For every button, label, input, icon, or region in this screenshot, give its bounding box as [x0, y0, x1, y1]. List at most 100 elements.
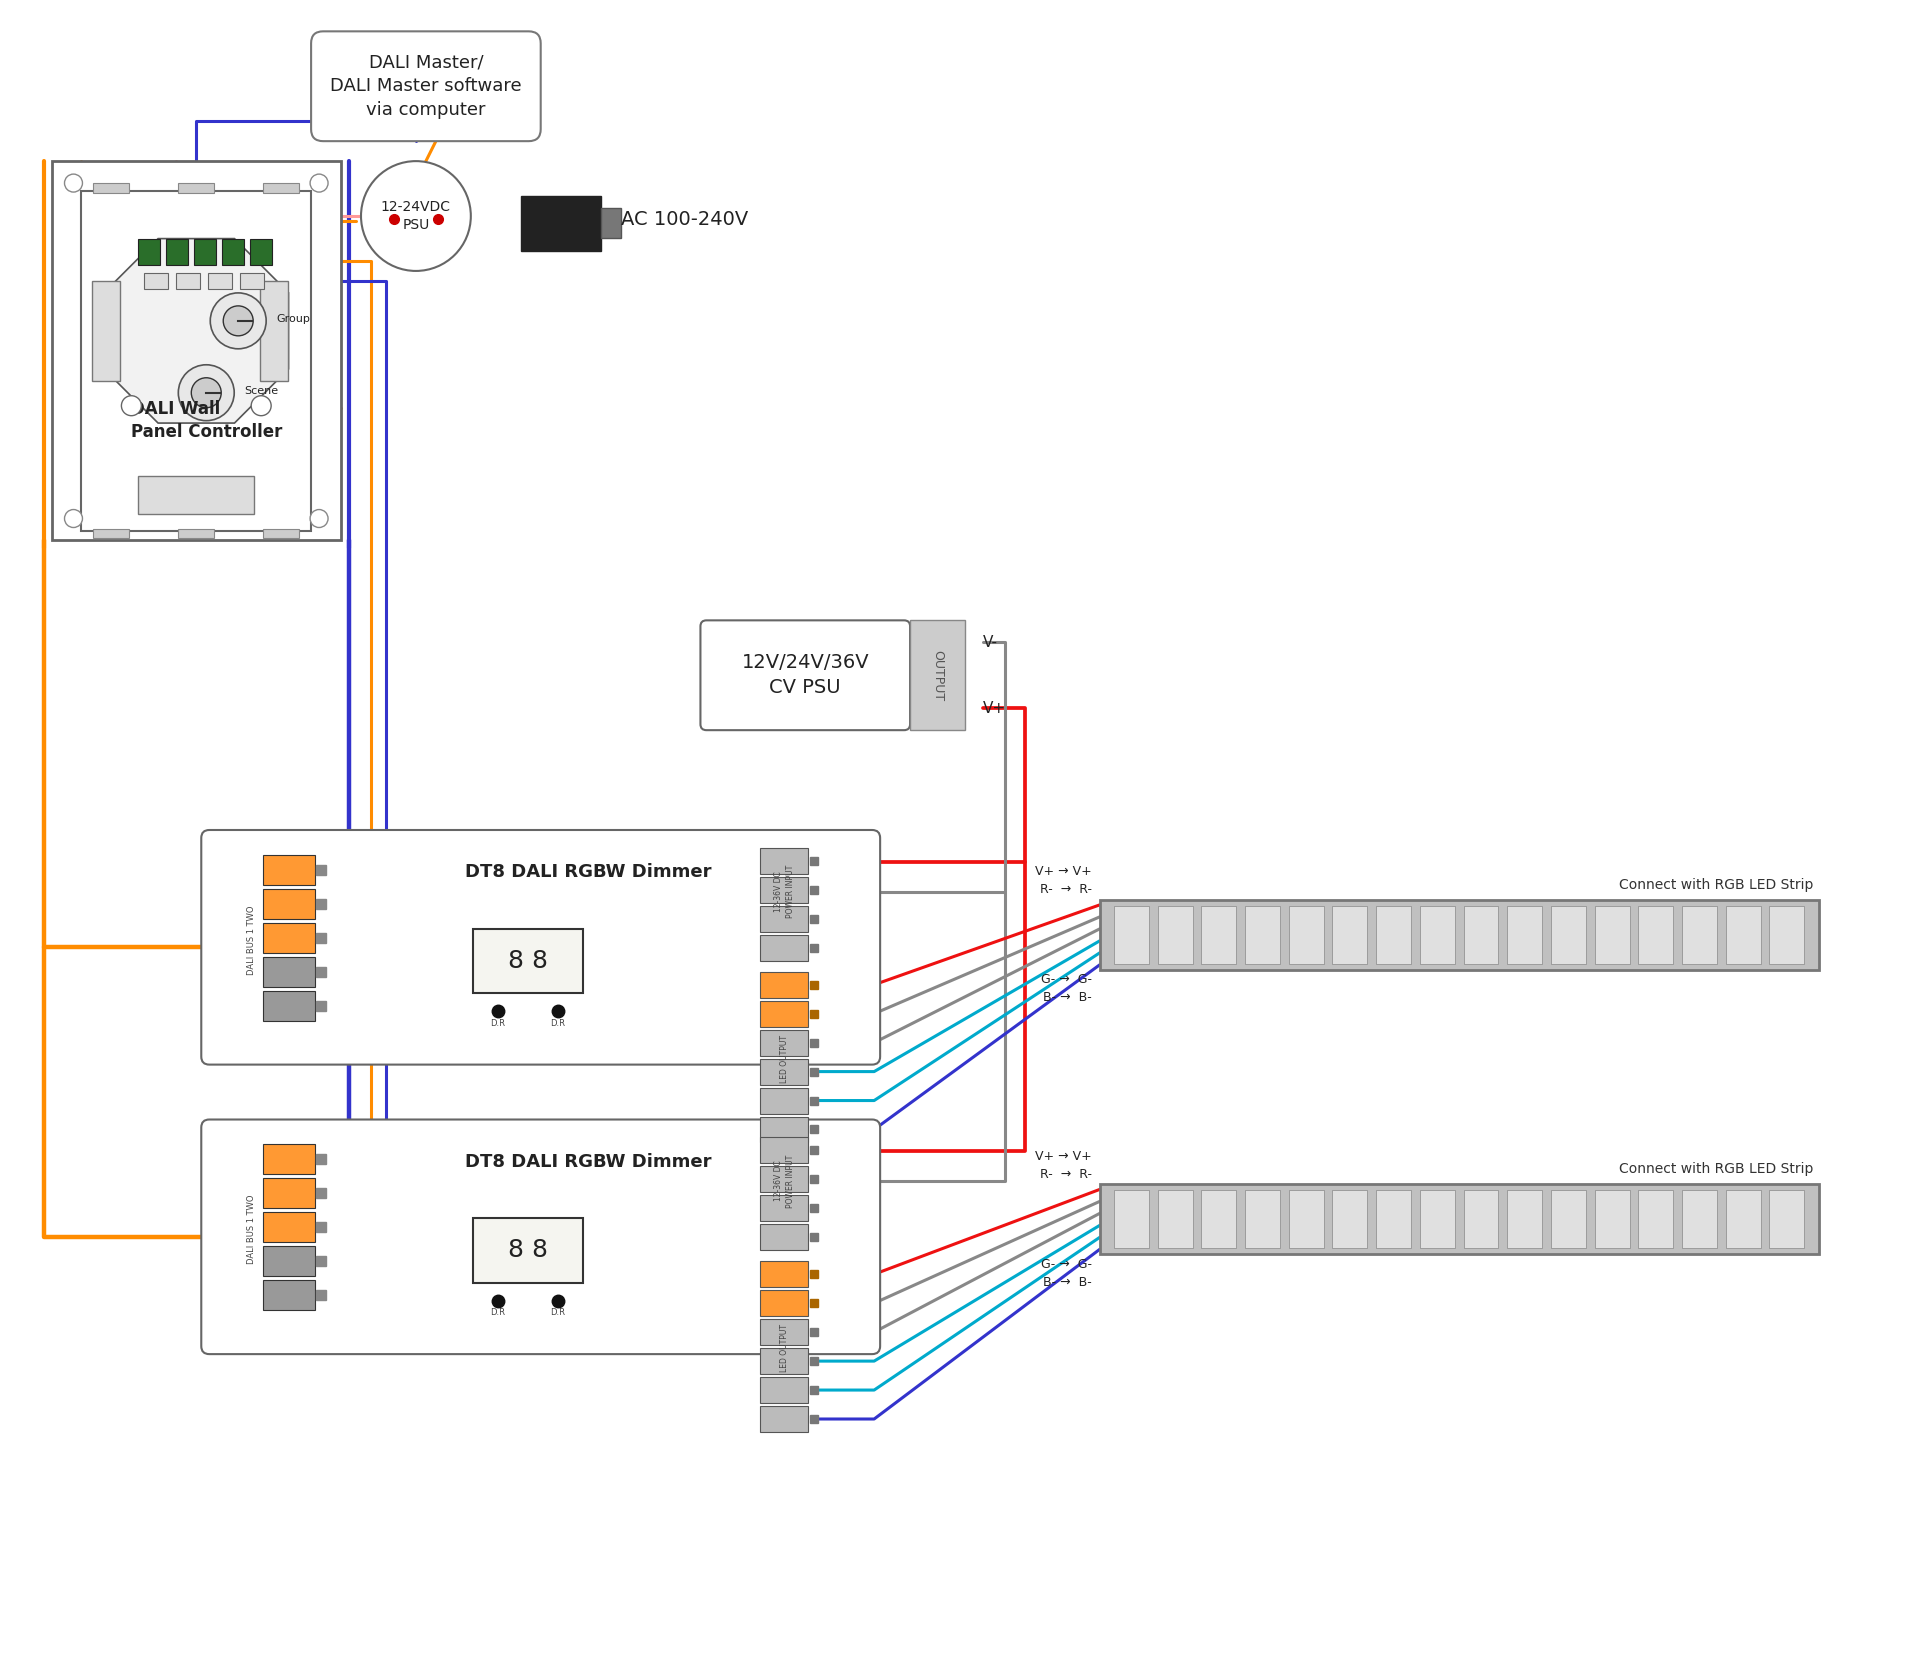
Text: DALI Master/
DALI Master software
via computer: DALI Master/ DALI Master software via co… [330, 53, 522, 119]
Bar [1682, 906, 1716, 964]
Bar [1202, 906, 1236, 964]
Circle shape [179, 365, 234, 421]
Text: 12-36V DC
POWER INPUT: 12-36V DC POWER INPUT [774, 865, 795, 918]
Bar [1100, 1185, 1818, 1254]
Bar [1463, 906, 1498, 964]
Bar [760, 1349, 808, 1374]
Bar [760, 1167, 808, 1193]
Bar [263, 855, 315, 885]
Text: R-  →  R-: R- → R- [1041, 1168, 1092, 1181]
Bar [760, 1261, 808, 1287]
Text: OUTPUT: OUTPUT [931, 650, 945, 701]
Text: G- →  G-: G- → G- [1041, 973, 1092, 986]
Bar [263, 529, 300, 539]
Circle shape [65, 174, 83, 192]
Bar [1638, 1190, 1672, 1248]
Bar [223, 239, 244, 265]
Bar [1288, 906, 1323, 964]
Bar [760, 906, 808, 931]
Bar [760, 1407, 808, 1432]
Text: Scene: Scene [244, 386, 278, 396]
Text: DT8 DALI RGBW Dimmer: DT8 DALI RGBW Dimmer [465, 863, 712, 882]
Bar [138, 239, 161, 265]
Text: Connect with RGB LED Strip: Connect with RGB LED Strip [1619, 878, 1814, 891]
Text: D.R: D.R [551, 1309, 564, 1317]
Text: B- →  B-: B- → B- [1043, 991, 1092, 1004]
Bar [1421, 906, 1455, 964]
Bar [167, 239, 188, 265]
Polygon shape [104, 239, 288, 423]
Bar [1768, 906, 1805, 964]
Bar [263, 1246, 315, 1276]
Bar [1507, 1190, 1542, 1248]
Bar [472, 1218, 582, 1283]
Bar [1768, 1190, 1805, 1248]
Text: V-: V- [983, 635, 998, 650]
Bar [263, 182, 300, 194]
Bar [1463, 1190, 1498, 1248]
Bar [263, 1145, 315, 1175]
Bar [263, 1213, 315, 1243]
Text: V+ → V+: V+ → V+ [1035, 865, 1092, 878]
Text: DALI BUS 1 TWO: DALI BUS 1 TWO [246, 1195, 255, 1264]
Bar [1551, 906, 1586, 964]
Bar [1507, 906, 1542, 964]
Bar [92, 282, 121, 381]
Bar [760, 1029, 808, 1056]
Bar [760, 1377, 808, 1403]
Circle shape [311, 510, 328, 527]
Bar [760, 1291, 808, 1316]
Bar [263, 1178, 315, 1208]
Bar [94, 529, 129, 539]
Bar [760, 877, 808, 903]
Bar [760, 1319, 808, 1345]
Bar [1594, 1190, 1630, 1248]
Bar [94, 182, 129, 194]
Text: AC 100-240V: AC 100-240V [620, 209, 747, 229]
Text: B- →  B-: B- → B- [1043, 1276, 1092, 1289]
FancyBboxPatch shape [701, 620, 910, 731]
Bar [472, 928, 582, 994]
Circle shape [223, 307, 253, 336]
Bar [263, 923, 315, 953]
Bar [261, 282, 288, 381]
Bar [240, 273, 265, 288]
Bar [1726, 906, 1761, 964]
Bar [1332, 1190, 1367, 1248]
Bar [760, 971, 808, 998]
Text: R-  →  R-: R- → R- [1041, 883, 1092, 896]
Circle shape [192, 378, 221, 408]
Bar [760, 935, 808, 961]
Text: DT8 DALI RGBW Dimmer: DT8 DALI RGBW Dimmer [465, 1153, 712, 1171]
Text: DALI BUS 1 TWO: DALI BUS 1 TWO [246, 905, 255, 974]
Circle shape [252, 396, 271, 416]
Text: D.R: D.R [490, 1019, 505, 1027]
Text: V+: V+ [983, 701, 1006, 716]
Bar [1158, 906, 1192, 964]
Bar [1421, 1190, 1455, 1248]
Bar [760, 1087, 808, 1114]
Circle shape [121, 396, 142, 416]
Bar [250, 239, 273, 265]
Text: LED OUTPUT: LED OUTPUT [780, 1034, 789, 1082]
Bar [1114, 906, 1148, 964]
Bar [179, 182, 215, 194]
Text: V+ → V+: V+ → V+ [1035, 1150, 1092, 1163]
Bar [1726, 1190, 1761, 1248]
Bar [263, 1281, 315, 1311]
Bar [1246, 1190, 1281, 1248]
Bar [760, 1117, 808, 1142]
Bar [1158, 1190, 1192, 1248]
Bar [1246, 906, 1281, 964]
Text: Group: Group [276, 313, 309, 323]
Bar [52, 161, 342, 540]
FancyBboxPatch shape [202, 830, 879, 1064]
Text: Connect with RGB LED Strip: Connect with RGB LED Strip [1619, 1163, 1814, 1176]
Bar [207, 273, 232, 288]
Text: G- →  G-: G- → G- [1041, 1258, 1092, 1271]
Bar [1682, 1190, 1716, 1248]
Bar [263, 888, 315, 920]
Bar [144, 273, 169, 288]
Bar [520, 196, 601, 250]
Bar [1594, 906, 1630, 964]
